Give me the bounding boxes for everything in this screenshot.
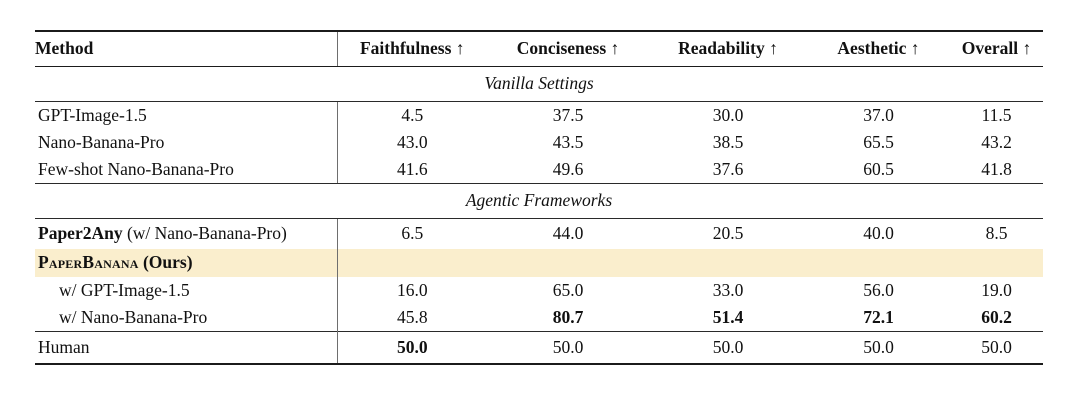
value-cell-overall	[950, 249, 1043, 277]
value-cell-readability: 30.0	[712, 104, 744, 125]
table-row-paper2any: Paper2Any (w/ Nano-Banana-Pro) 6.5 44.0 …	[35, 218, 1043, 250]
value-cell-overall: 41.8	[950, 156, 1043, 184]
table-row-human: Human 50.0 50.0 50.0 50.0 50.0	[35, 331, 1043, 365]
evaluation-results-table: Method Faithfulness ↑ Conciseness ↑ Read…	[35, 30, 1043, 365]
section-row-agentic-frameworks: Agentic Frameworks	[35, 183, 1043, 219]
value-cell-conciseness: 37.5	[552, 104, 584, 125]
method-cell: w/ GPT-Image-1.5	[59, 279, 190, 300]
value-cell-conciseness: 43.5	[552, 131, 584, 152]
value-cell-aesthetic: 60.5	[807, 156, 950, 184]
table-row-nano-banana-pro: Nano-Banana-Pro 43.0 43.5 38.5 65.5 43.2	[35, 129, 1043, 156]
table-row-ours-nano-banana-pro: w/ Nano-Banana-Pro 45.8 80.7 51.4 72.1 6…	[35, 304, 1043, 332]
column-header-conciseness: Conciseness ↑	[487, 30, 649, 67]
value-cell-aesthetic	[807, 249, 950, 277]
method-name-smallcaps: PaperBanana	[38, 252, 139, 273]
value-cell-aesthetic: 37.0	[863, 104, 894, 125]
method-cell: PaperBanana (Ours)	[35, 249, 337, 277]
section-row-vanilla-settings: Vanilla Settings	[35, 66, 1043, 102]
value-cell-overall: 11.5	[981, 104, 1012, 125]
table-row-gpt-image-15: GPT-Image-1.5 4.5 37.5 30.0 37.0 11.5	[35, 101, 1043, 129]
value-cell-faithfulness: 4.5	[336, 101, 487, 129]
value-cell-readability	[649, 249, 807, 277]
value-cell-faithfulness: 41.6	[336, 156, 487, 184]
method-name-bold: Paper2Any	[38, 223, 123, 244]
value-cell-overall: 43.2	[981, 131, 1012, 152]
method-cell: Paper2Any (w/ Nano-Banana-Pro)	[35, 219, 337, 250]
method-cell: w/ Nano-Banana-Pro	[59, 306, 208, 327]
value-cell-conciseness: 65.0	[552, 279, 584, 300]
value-cell-faithfulness: 6.5	[336, 218, 487, 249]
value-cell-conciseness	[487, 249, 649, 277]
section-label-agentic-frameworks: Agentic Frameworks	[35, 183, 1043, 219]
value-cell-faithfulness: 16.0	[336, 277, 487, 304]
value-cell-conciseness: 50.0	[487, 331, 649, 365]
value-cell-readability: 38.5	[712, 131, 744, 152]
column-header-aesthetic: Aesthetic ↑	[807, 30, 950, 67]
column-header-method: Method	[35, 30, 337, 67]
value-cell-readability: 33.0	[712, 279, 744, 300]
table-row-ours-gpt-image-15: w/ GPT-Image-1.5 16.0 65.0 33.0 56.0 19.…	[35, 277, 1043, 304]
table-row-few-shot-nano-banana-pro: Few-shot Nano-Banana-Pro 41.6 49.6 37.6 …	[35, 156, 1043, 184]
section-label-vanilla-settings: Vanilla Settings	[35, 66, 1043, 102]
value-cell-aesthetic: 40.0	[863, 223, 894, 244]
value-cell-conciseness: 44.0	[552, 223, 584, 244]
value-cell-overall-best: 60.2	[981, 306, 1012, 327]
column-header-faithfulness: Faithfulness ↑	[336, 30, 487, 67]
value-cell-faithfulness	[336, 249, 487, 277]
method-name-suffix-bold: (Ours)	[138, 252, 193, 273]
value-cell-overall: 8.5	[985, 223, 1008, 244]
value-cell-overall: 50.0	[950, 331, 1043, 365]
value-cell-conciseness-best: 80.7	[552, 306, 584, 327]
value-cell-aesthetic-best: 72.1	[863, 306, 894, 327]
value-cell-conciseness: 49.6	[487, 156, 649, 184]
value-cell-readability-best: 51.4	[712, 306, 744, 327]
value-cell-readability: 37.6	[649, 156, 807, 184]
value-cell-aesthetic: 65.5	[863, 131, 894, 152]
value-cell-readability: 50.0	[649, 331, 807, 365]
method-cell: Human	[35, 331, 337, 365]
method-cell: Nano-Banana-Pro	[38, 131, 165, 152]
value-cell-faithfulness: 43.0	[336, 129, 487, 156]
value-cell-faithfulness: 45.8	[336, 304, 487, 332]
table-row-paperbanana-ours-highlighted: PaperBanana (Ours)	[35, 249, 1043, 277]
value-cell-readability: 20.5	[712, 223, 744, 244]
column-header-overall: Overall ↑	[950, 30, 1043, 67]
value-cell-aesthetic: 50.0	[807, 331, 950, 365]
method-cell: Few-shot Nano-Banana-Pro	[35, 156, 337, 184]
value-cell-overall: 19.0	[981, 279, 1012, 300]
method-name-suffix: (w/ Nano-Banana-Pro)	[122, 223, 287, 244]
method-cell: GPT-Image-1.5	[38, 104, 147, 125]
value-cell-faithfulness-best: 50.0	[336, 331, 487, 365]
table-header-row: Method Faithfulness ↑ Conciseness ↑ Read…	[35, 30, 1043, 67]
column-header-readability: Readability ↑	[649, 30, 807, 67]
value-cell-aesthetic: 56.0	[863, 279, 894, 300]
